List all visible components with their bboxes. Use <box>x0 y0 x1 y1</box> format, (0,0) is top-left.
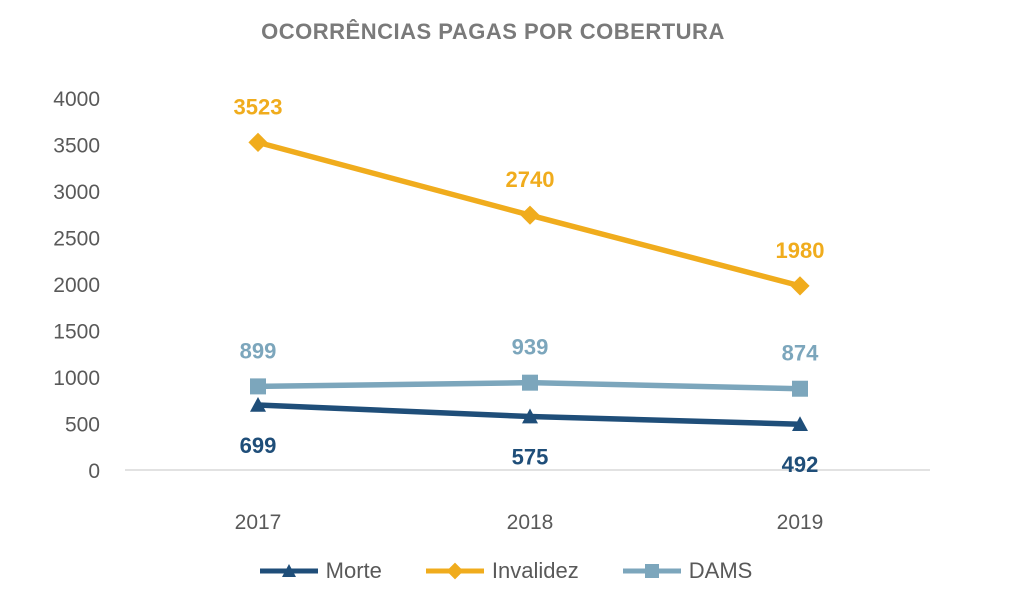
y-axis-tick-label: 3500 <box>53 135 100 158</box>
data-label: 874 <box>782 341 819 366</box>
legend-label: Morte <box>325 558 382 583</box>
x-axis-tick-label: 2017 <box>235 511 282 534</box>
chart-canvas: 0 500 1000 1500 2000 2500 3000 3500 4000 2017 2018… <box>53 88 930 534</box>
diamond-marker <box>446 562 464 580</box>
legend: Morte Invalidez DAMS <box>0 558 1010 584</box>
diamond-marker <box>248 132 268 152</box>
data-label: 699 <box>240 433 277 458</box>
data-label: 575 <box>512 445 549 470</box>
y-axis-tick-label: 2000 <box>53 274 100 297</box>
data-label: 492 <box>782 452 819 477</box>
legend-square-marker-icon <box>622 564 681 578</box>
series-morte: 699 575 492 <box>240 396 819 477</box>
triangle-marker <box>522 408 538 424</box>
chart-title: OCORRÊNCIAS PAGAS POR COBERTURA <box>261 19 725 44</box>
square-marker <box>522 374 538 391</box>
legend-item-invalidez: Invalidez <box>424 558 579 584</box>
triangle-marker <box>792 416 808 432</box>
data-label: 899 <box>240 338 277 363</box>
y-axis-tick-label: 1500 <box>53 321 100 344</box>
legend-item-morte: Morte <box>258 558 382 584</box>
x-axis-tick-label: 2019 <box>777 511 824 534</box>
series-invalidez: 3523 2740 1980 <box>234 94 825 296</box>
legend-label: Invalidez <box>491 558 579 583</box>
y-axis-tick-label: 1000 <box>53 367 100 390</box>
y-axis-tick-label: 2500 <box>53 228 100 251</box>
legend-triangle-marker-icon <box>259 564 318 577</box>
series-dams: 899 939 874 <box>240 335 819 397</box>
y-axis-tick-label: 500 <box>65 414 100 437</box>
x-axis-tick-label: 2018 <box>507 511 554 534</box>
legend-item-dams: DAMS <box>621 558 753 584</box>
diamond-marker <box>520 205 540 225</box>
y-axis-tick-label: 3000 <box>53 181 100 204</box>
data-label: 3523 <box>234 94 283 119</box>
data-label: 939 <box>512 335 549 360</box>
y-axis-tick-label: 4000 <box>53 88 100 111</box>
square-marker <box>792 380 808 397</box>
triangle-marker <box>281 564 296 577</box>
data-label: 2740 <box>506 167 555 192</box>
square-marker <box>250 378 266 395</box>
diamond-marker <box>790 276 810 296</box>
legend-label: DAMS <box>688 558 753 583</box>
data-label: 1980 <box>776 238 825 263</box>
square-marker <box>644 564 659 578</box>
y-axis-tick-label: 0 <box>88 460 100 483</box>
triangle-marker <box>250 396 266 412</box>
legend-diamond-marker-icon <box>425 562 484 580</box>
